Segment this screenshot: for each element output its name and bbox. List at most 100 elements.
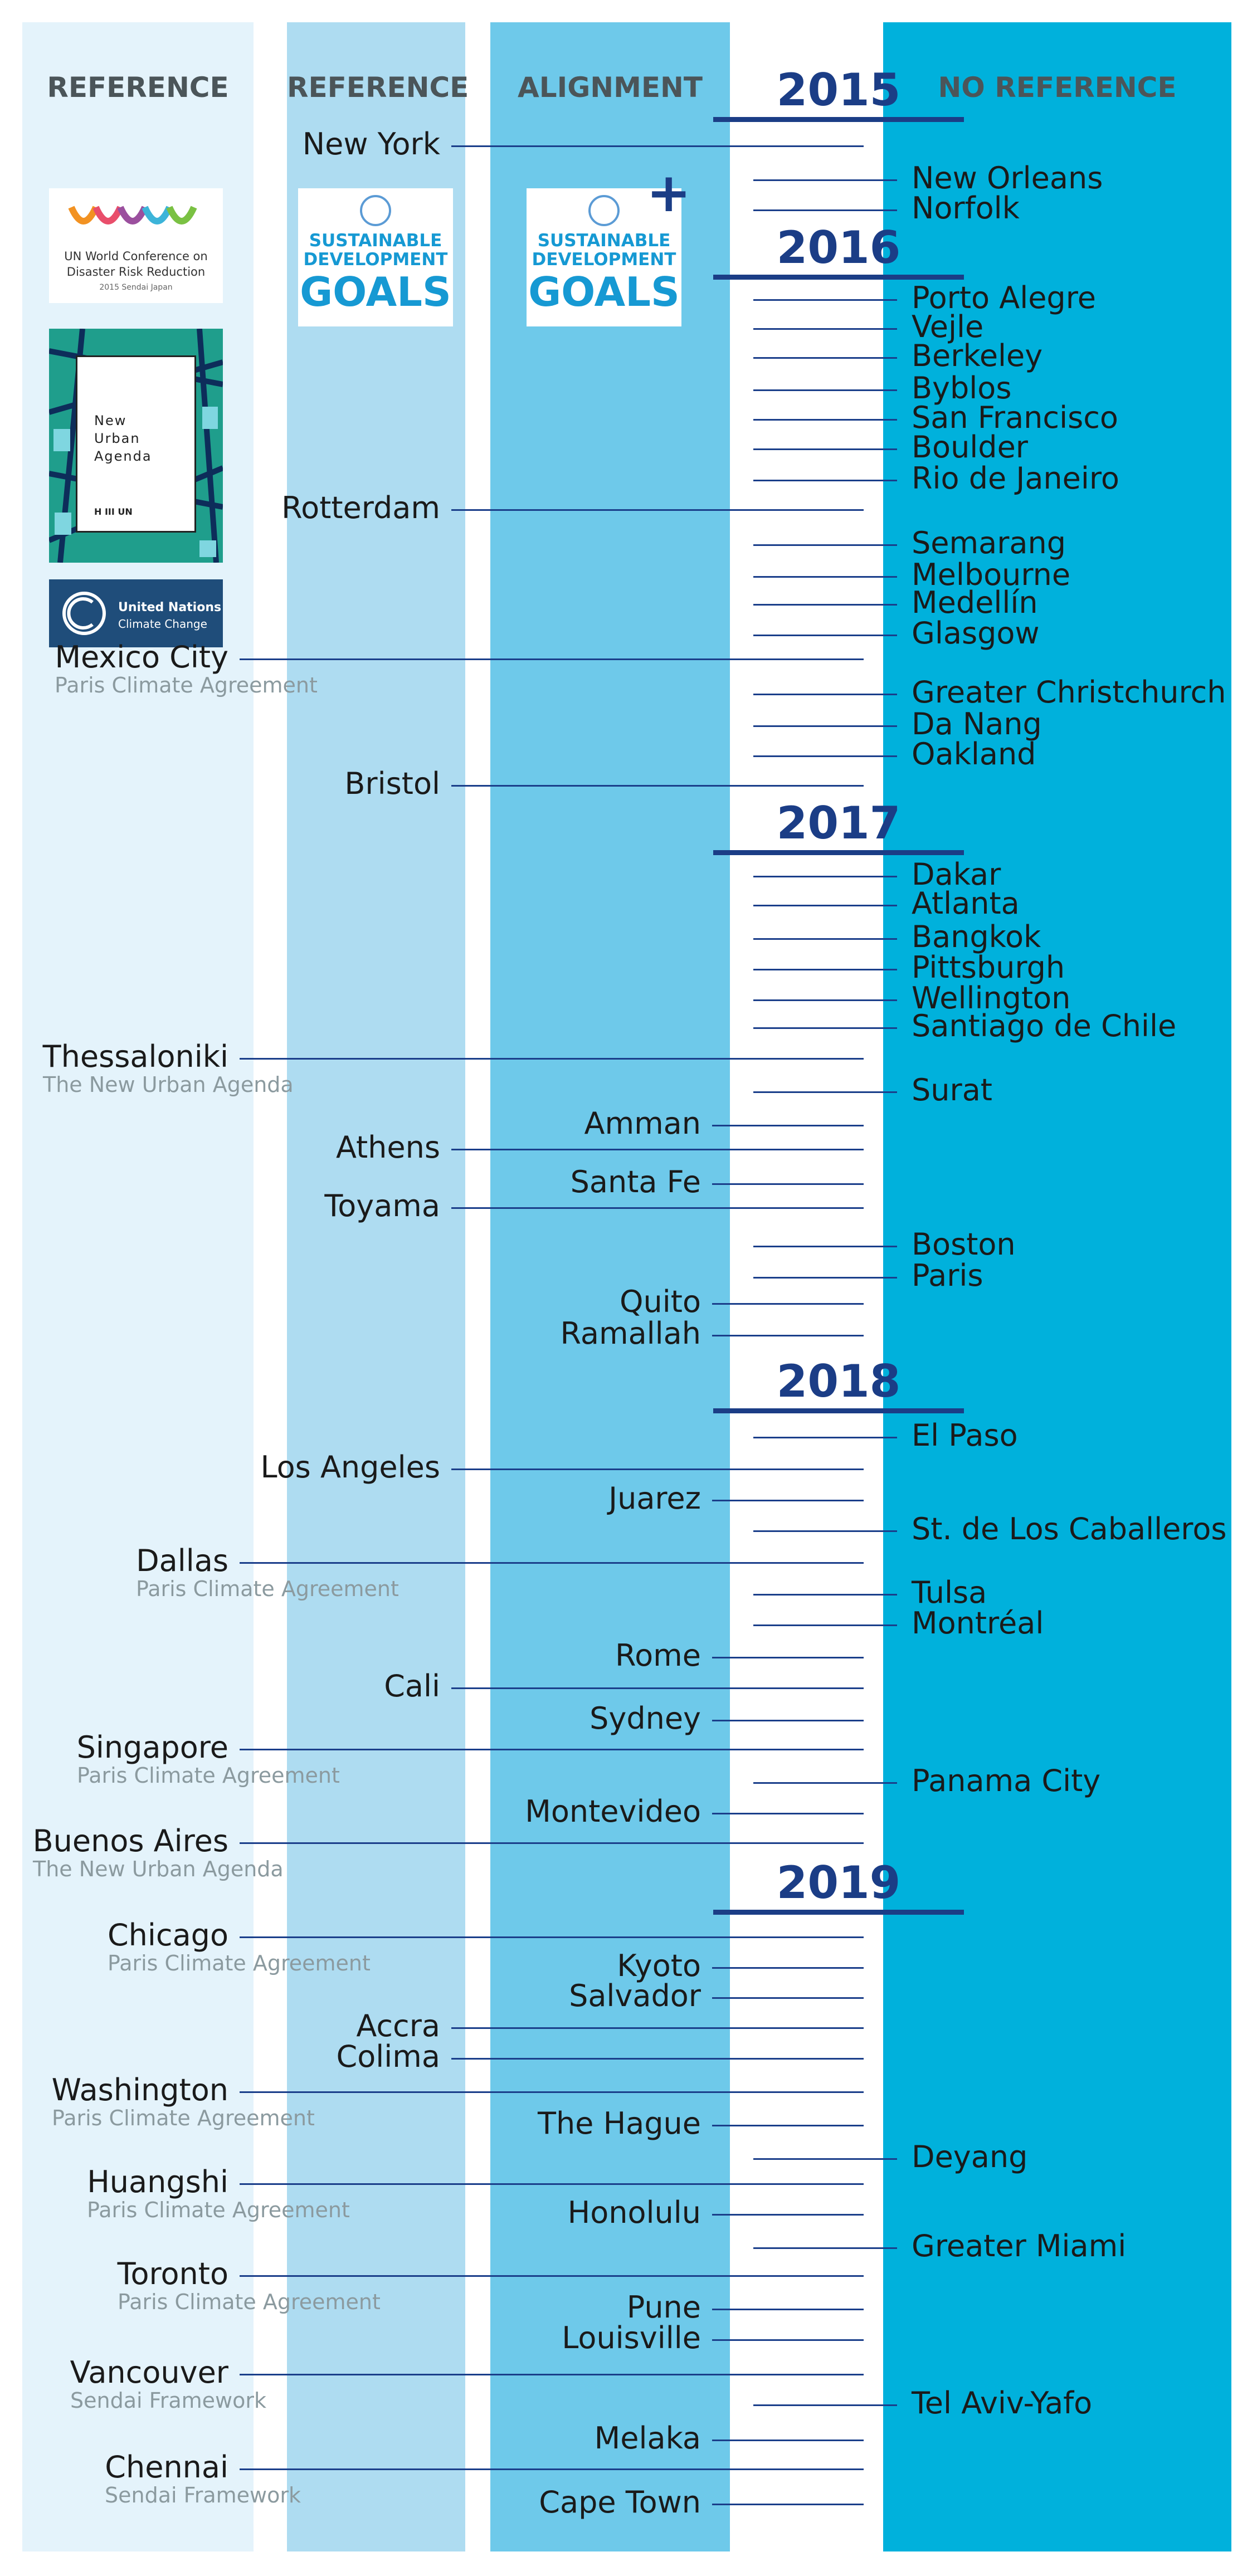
city-label: Athens bbox=[336, 1130, 440, 1165]
connector-line bbox=[753, 1594, 897, 1596]
city-label: Colima bbox=[336, 2039, 440, 2074]
connector-line bbox=[451, 1207, 864, 1209]
connector-line bbox=[753, 1027, 897, 1029]
framework-label: Paris Climate Agreement bbox=[77, 1763, 340, 1788]
nua-title-line1: New bbox=[94, 413, 127, 428]
city-label: Bristol bbox=[344, 766, 440, 801]
city-label: Montréal bbox=[912, 1606, 1044, 1641]
connector-line bbox=[753, 576, 897, 578]
connector-line bbox=[240, 2468, 864, 2470]
connector-line bbox=[240, 2091, 864, 2093]
sendai-logo-line1: UN World Conference on bbox=[64, 250, 208, 263]
new-urban-agenda-logo: New Urban Agenda H III UN bbox=[49, 329, 223, 563]
connector-line bbox=[753, 1091, 897, 1093]
city-label: Kyoto bbox=[617, 1948, 701, 1983]
connector-line bbox=[451, 509, 864, 511]
connector-line bbox=[753, 328, 897, 330]
connector-line bbox=[753, 1530, 897, 1532]
connector-line bbox=[753, 635, 897, 636]
city-label: Singapore bbox=[76, 1730, 228, 1765]
column-header: ALIGNMENT bbox=[518, 71, 703, 104]
connector-line bbox=[753, 876, 897, 877]
city-label: Quito bbox=[620, 1284, 701, 1319]
city-label: Tulsa bbox=[912, 1575, 987, 1610]
city-label: Toyama bbox=[324, 1188, 440, 1223]
city-label: Paris bbox=[912, 1258, 983, 1293]
framework-label: The New Urban Agenda bbox=[33, 1857, 284, 1881]
city-label: Los Angeles bbox=[260, 1450, 441, 1485]
sdg-logo: SUSTAINABLE DEVELOPMENT GOALS bbox=[298, 188, 453, 326]
city-label: Oakland bbox=[912, 736, 1036, 772]
connector-line bbox=[712, 1183, 864, 1185]
connector-line bbox=[712, 2504, 864, 2505]
city-label: Rome bbox=[615, 1638, 701, 1673]
connector-line bbox=[753, 480, 897, 481]
connector-line bbox=[753, 389, 897, 391]
connector-line bbox=[753, 1277, 897, 1279]
year-bar bbox=[713, 1408, 964, 1413]
connector-line bbox=[753, 544, 897, 546]
connector-line bbox=[753, 2247, 897, 2249]
sdg-goals: GOALS bbox=[528, 269, 680, 315]
city-label: Salvador bbox=[569, 1978, 701, 2013]
connector-line bbox=[240, 1936, 864, 1938]
column-no-reference: NO REFERENCE bbox=[883, 22, 1231, 2551]
city-label: Boulder bbox=[912, 430, 1029, 465]
city-label: Juarez bbox=[608, 1481, 701, 1516]
city-label: Chicago bbox=[107, 1918, 228, 1953]
city-label: Honolulu bbox=[567, 2195, 701, 2230]
sdg-line1: SUSTAINABLE bbox=[537, 231, 671, 251]
connector-line bbox=[753, 905, 897, 906]
connector-line bbox=[753, 2404, 897, 2406]
city-label: Atlanta bbox=[912, 886, 1020, 921]
city-label: Mexico City bbox=[55, 640, 228, 675]
connector-line bbox=[712, 1125, 864, 1126]
year-bar bbox=[713, 275, 964, 280]
connector-line bbox=[451, 785, 864, 787]
column-header: REFERENCE bbox=[47, 71, 229, 104]
city-label: Tel Aviv-Yafo bbox=[912, 2385, 1093, 2421]
sendai-logo-line3: 2015 Sendai Japan bbox=[99, 283, 173, 292]
sdg-line1: SUSTAINABLE bbox=[309, 231, 442, 251]
framework-label: The New Urban Agenda bbox=[43, 1072, 294, 1097]
column-reference-sdg: REFERENCE bbox=[287, 22, 469, 2551]
framework-label: Sendai Framework bbox=[70, 2388, 266, 2413]
unfccc-line2: Climate Change bbox=[118, 617, 207, 631]
year-bar bbox=[713, 850, 964, 855]
connector-line bbox=[753, 1782, 897, 1784]
un-emblem-icon bbox=[360, 195, 391, 226]
city-label: Deyang bbox=[912, 2139, 1028, 2174]
connector-line bbox=[712, 1657, 864, 1658]
framework-label: Sendai Framework bbox=[105, 2483, 301, 2507]
unfccc-emblem-icon bbox=[62, 592, 106, 635]
connector-line bbox=[240, 1562, 864, 1564]
city-label: Thessaloniki bbox=[42, 1039, 228, 1074]
connector-line bbox=[240, 1842, 864, 1844]
nua-title-line3: Agenda bbox=[94, 448, 152, 464]
city-label: Chennai bbox=[105, 2450, 228, 2485]
connector-line bbox=[451, 2027, 864, 2029]
connector-line bbox=[753, 604, 897, 606]
year-bar bbox=[713, 117, 964, 122]
connector-line bbox=[240, 2374, 864, 2375]
city-label: Berkeley bbox=[912, 338, 1043, 373]
connector-line bbox=[753, 1624, 897, 1626]
city-label: Byblos bbox=[912, 370, 1012, 406]
city-label: Vejle bbox=[912, 309, 984, 344]
city-label: Santa Fe bbox=[570, 1164, 701, 1199]
year-label: 2019 bbox=[776, 1857, 901, 1909]
connector-line bbox=[240, 1749, 864, 1750]
city-label: Rotterdam bbox=[281, 490, 440, 525]
city-label: Santiago de Chile bbox=[912, 1008, 1177, 1043]
city-label: Vancouver bbox=[70, 2355, 228, 2390]
connector-line bbox=[712, 1997, 864, 1999]
connector-line bbox=[753, 419, 897, 421]
city-label: Melbourne bbox=[912, 557, 1071, 592]
connector-line bbox=[712, 1720, 864, 1721]
city-label: St. de Los Caballeros bbox=[912, 1511, 1227, 1546]
city-label: The Hague bbox=[537, 2106, 701, 2141]
connector-line bbox=[712, 1500, 864, 1501]
unfccc-line1: United Nations bbox=[118, 601, 222, 614]
connector-line bbox=[712, 1813, 864, 1814]
